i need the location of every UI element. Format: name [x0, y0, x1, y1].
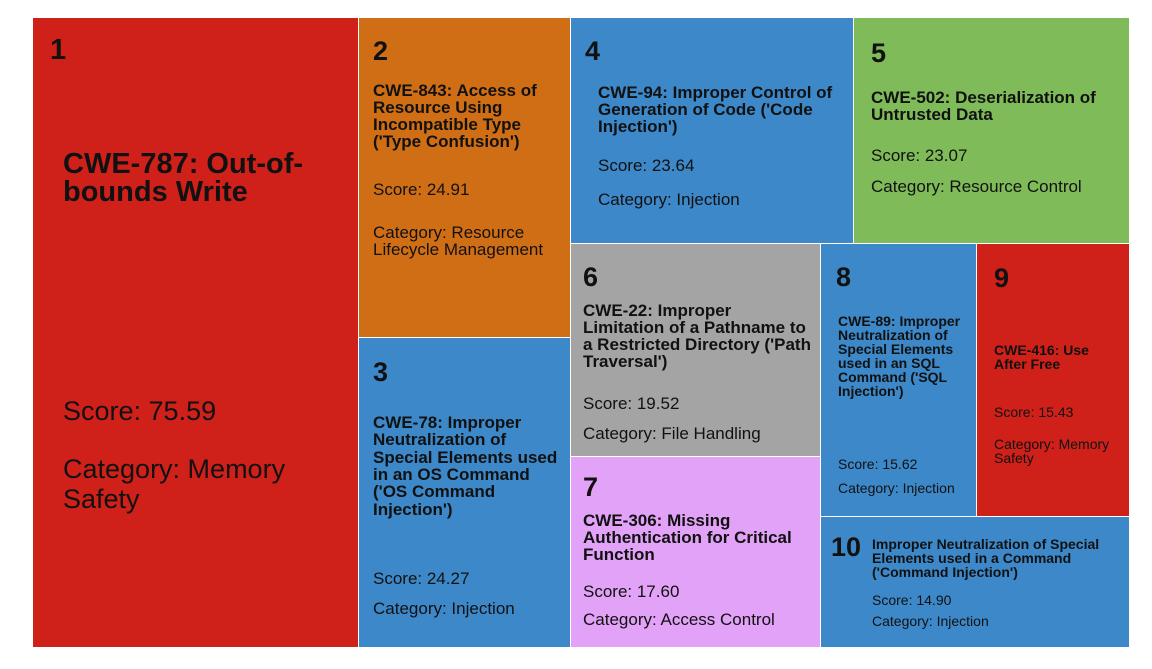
tile-score: Score: 23.07 [871, 146, 968, 165]
tile-rank-8: 8 CWE-89: Improper Neutralization of Spe… [821, 244, 977, 517]
tile-score: Score: 15.62 [838, 456, 918, 472]
tile-rank-number: 6 [583, 262, 599, 292]
tile-rank-2: 2 CWE-843: Access of Resource Using Inco… [359, 18, 571, 338]
tile-rank-6: 6 CWE-22: Improper Limitation of a Pathn… [571, 244, 821, 457]
tile-rank-number: 9 [994, 263, 1010, 293]
tile-category: Category: Injection [373, 599, 515, 618]
tile-rank-number: 1 [50, 34, 67, 66]
tile-rank-number: 2 [373, 36, 389, 66]
tile-score: Score: 23.64 [598, 156, 695, 175]
tile-category: Category: Injection [872, 613, 989, 629]
tile-rank-4: 4 CWE-94: Improper Control of Generation… [571, 18, 854, 244]
tile-rank-10: 10 Improper Neutralization of Special El… [821, 517, 1130, 648]
tile-score: Score: 17.60 [583, 582, 680, 601]
tile-category: Category: Memory Safety [63, 454, 286, 514]
tile-cwe-name: CWE-416: Use After Free [994, 342, 1089, 372]
tile-cwe-name: CWE-502: Deserialization of Untrusted Da… [871, 88, 1096, 124]
tile-category: Category: Injection [598, 190, 740, 209]
tile-score: Score: 75.59 [63, 396, 217, 426]
tile-rank-3: 3 CWE-78: Improper Neutralization of Spe… [359, 338, 571, 648]
tile-score: Score: 19.52 [583, 394, 680, 413]
tile-rank-5: 5 CWE-502: Deserialization of Untrusted … [854, 18, 1130, 244]
tile-cwe-name: CWE-22: Improper Limitation of a Pathnam… [583, 301, 811, 371]
tile-cwe-name: CWE-306: Missing Authentication for Crit… [583, 511, 792, 564]
tile-cwe-name: CWE-787: Out-of-bounds Write [63, 148, 304, 209]
tile-rank-7: 7 CWE-306: Missing Authentication for Cr… [571, 457, 821, 648]
tile-category: Category: Memory Safety [994, 436, 1110, 466]
tile-cwe-name: CWE-78: Improper Neutralization of Speci… [373, 413, 558, 519]
tile-rank-number: 3 [373, 357, 389, 387]
tile-rank-number: 4 [585, 36, 601, 66]
tile-rank-9: 9 CWE-416: Use After Free Score: 15.43 C… [977, 244, 1130, 517]
tile-score: Score: 15.43 [994, 404, 1074, 420]
tile-cwe-name: CWE-94: Improper Control of Generation o… [598, 83, 833, 136]
tile-category: Category: Resource Control [871, 177, 1082, 196]
tile-rank-number: 7 [583, 472, 599, 502]
tile-category: Category: File Handling [583, 424, 761, 443]
tile-cwe-name: Improper Neutralization of Special Eleme… [872, 536, 1100, 580]
tile-rank-1: 1 CWE-787: Out-of-bounds Write Score: 75… [33, 18, 359, 648]
tile-rank-number: 8 [836, 262, 852, 292]
tile-cwe-name: CWE-89: Improper Neutralization of Speci… [838, 313, 961, 399]
tile-score: Score: 14.90 [872, 592, 952, 608]
tile-score: Score: 24.91 [373, 180, 470, 199]
tile-rank-number: 10 [831, 532, 862, 562]
tile-category: Category: Access Control [583, 610, 775, 629]
tile-cwe-name: CWE-843: Access of Resource Using Incomp… [373, 81, 537, 151]
tile-score: Score: 24.27 [373, 569, 470, 588]
tile-rank-number: 5 [871, 38, 887, 68]
tile-category: Category: Resource Lifecycle Management [373, 223, 544, 259]
tile-category: Category: Injection [838, 480, 955, 496]
